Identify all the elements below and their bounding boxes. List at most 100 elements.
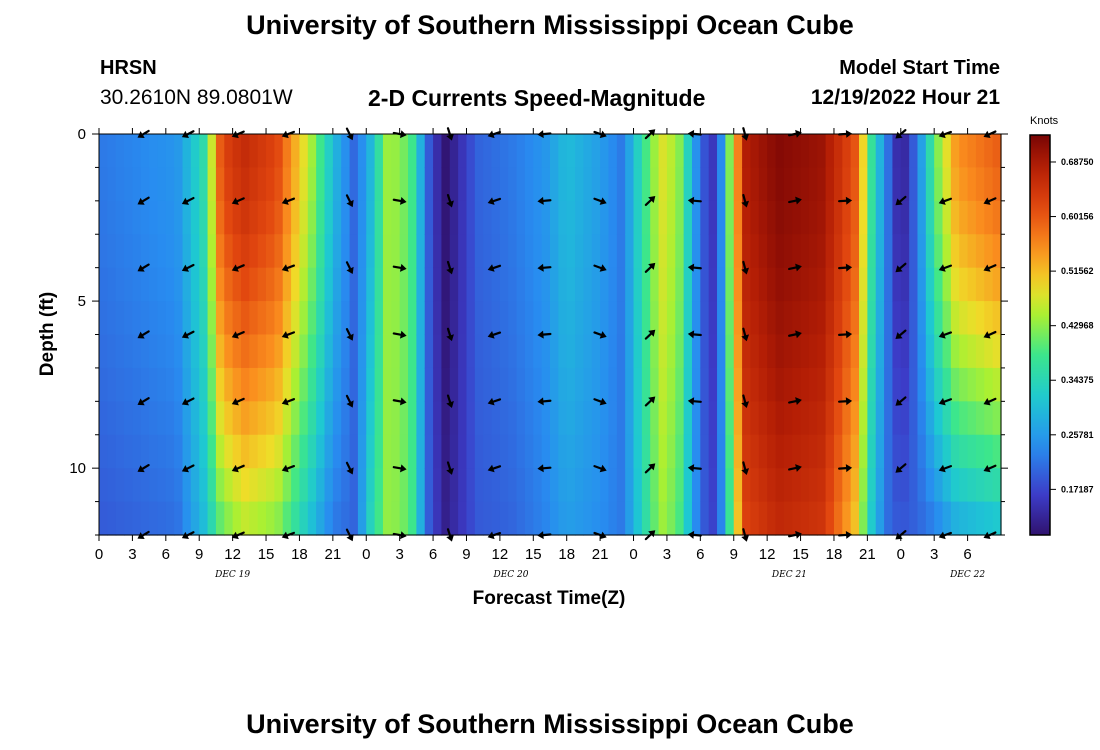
heatmap-cell <box>499 200 509 235</box>
heatmap-cell <box>608 267 618 302</box>
vector-head <box>845 397 853 406</box>
heatmap-cell <box>783 367 793 402</box>
heatmap-cell <box>666 134 676 169</box>
heatmap-cell <box>775 267 785 302</box>
heatmap-cell <box>499 267 509 302</box>
heatmap-cell <box>650 134 660 169</box>
heatmap-cell <box>683 234 693 269</box>
vector-head <box>231 331 239 339</box>
heatmap-cell <box>666 234 676 269</box>
vector-head <box>983 331 991 339</box>
heatmap-cell <box>424 267 434 302</box>
heatmap-cell <box>984 501 994 536</box>
heatmap-cell <box>575 134 585 169</box>
heatmap-cell <box>207 267 217 302</box>
vector-head <box>741 534 750 542</box>
heatmap-cell <box>725 468 735 503</box>
heatmap-cell <box>165 200 175 235</box>
heatmap-cell <box>833 267 843 302</box>
current-vector-arrow <box>137 263 150 272</box>
heatmap-cell <box>524 167 534 202</box>
colorbar-tick-label: 0.34375 <box>1061 375 1094 385</box>
vector-head <box>845 464 853 473</box>
heatmap-cell <box>825 501 835 536</box>
current-vector-arrow <box>446 193 454 208</box>
heatmap-cell <box>892 167 902 202</box>
heatmap-cell <box>700 267 710 302</box>
heatmap-cell <box>800 200 810 235</box>
heatmap-cell <box>658 167 668 202</box>
current-vector-arrow <box>895 195 907 206</box>
heatmap-cell <box>641 501 651 536</box>
vector-head <box>181 331 190 339</box>
heatmap-cell <box>349 167 359 202</box>
heatmap-cell <box>341 301 351 336</box>
heatmap-cell <box>341 334 351 369</box>
heatmap-cell <box>366 367 376 402</box>
heatmap-cell <box>341 234 351 269</box>
heatmap-cell <box>165 167 175 202</box>
heatmap-cell <box>199 301 209 336</box>
heatmap-cell <box>499 434 509 469</box>
heatmap-cell <box>783 301 793 336</box>
heatmap-cell <box>783 167 793 202</box>
heatmap-cell <box>324 434 334 469</box>
heatmap-cell <box>282 167 292 202</box>
heatmap-cell <box>900 367 910 402</box>
heatmap-cell <box>207 468 217 503</box>
heatmap-cell <box>99 468 108 503</box>
heatmap-cell <box>541 468 551 503</box>
heatmap-cell <box>140 200 150 235</box>
heatmap-cell <box>616 234 626 269</box>
heatmap-cell <box>750 334 760 369</box>
heatmap-cell <box>140 234 150 269</box>
vector-head <box>346 467 354 475</box>
heatmap-cell <box>99 401 108 436</box>
heatmap-cell <box>416 401 426 436</box>
heatmap-cell <box>474 334 484 369</box>
heatmap-cell <box>550 334 559 369</box>
heatmap-cell <box>884 167 894 202</box>
heatmap-cell <box>382 200 392 235</box>
station-id: HRSN <box>100 57 157 79</box>
heatmap-cell <box>207 334 217 369</box>
heatmap-cell <box>182 200 192 235</box>
heatmap-cell <box>758 401 768 436</box>
heatmap-cell <box>942 167 952 202</box>
heatmap-cell <box>758 200 768 235</box>
heatmap-cell <box>967 301 977 336</box>
heatmap-cell <box>708 334 718 369</box>
day-label: DEC 21 <box>771 570 807 580</box>
heatmap-cell <box>975 367 985 402</box>
x-tick-label: 18 <box>558 546 575 563</box>
current-vector-arrow <box>137 464 150 473</box>
heatmap-cell <box>808 367 818 402</box>
heatmap-cell <box>349 501 359 536</box>
vector-head <box>346 266 354 274</box>
heatmap-cell <box>825 167 835 202</box>
current-vector-arrow <box>741 461 750 475</box>
heatmap-cell <box>307 434 317 469</box>
vector-head <box>648 463 656 471</box>
heatmap-cell <box>917 334 927 369</box>
heatmap-cell <box>433 200 443 235</box>
heatmap-cell <box>366 234 376 269</box>
heatmap-cell <box>257 434 267 469</box>
heatmap-cell <box>316 501 326 536</box>
heatmap-cell <box>316 234 326 269</box>
x-axis-title: Forecast Time(Z) <box>473 588 626 609</box>
heatmap-cell <box>541 401 551 436</box>
current-vector-arrow <box>446 461 454 475</box>
heatmap-cell <box>700 468 710 503</box>
heatmap-cell <box>124 434 134 469</box>
heatmap-cell <box>925 401 935 436</box>
heatmap-cell <box>733 468 743 503</box>
heatmap-cell <box>575 501 585 536</box>
current-vector-arrow <box>593 464 607 473</box>
heatmap-cell <box>950 301 960 336</box>
heatmap-cell <box>717 334 726 369</box>
heatmap-cell <box>800 167 810 202</box>
heatmap-cell <box>140 468 150 503</box>
current-vector-arrow <box>983 330 997 339</box>
heatmap-cell <box>124 401 134 436</box>
